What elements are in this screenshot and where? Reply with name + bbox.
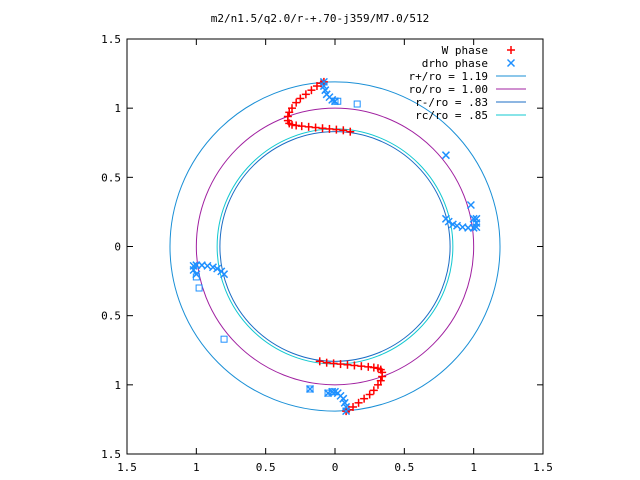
square-point [220, 335, 228, 343]
w-phase-point [369, 386, 378, 395]
w-phase-point [378, 372, 387, 381]
w-phase-point [349, 402, 358, 411]
w-phase-point [292, 98, 301, 107]
legend-label: W phase [442, 44, 488, 57]
circle-roro [195, 107, 475, 386]
w-phase-point [315, 357, 324, 366]
drho-phase-point [189, 265, 198, 275]
w-phase-point [346, 127, 355, 136]
y-tick-label: 0.5 [101, 310, 121, 323]
circle-r+ro [169, 81, 501, 412]
square-point [353, 100, 361, 108]
drho-phase-point [192, 261, 201, 270]
w-phase-point [376, 376, 385, 385]
x-tick-label: 0.5 [394, 461, 414, 474]
square-point [334, 97, 342, 105]
x-tick-label: 1.5 [117, 461, 137, 474]
drho-phase-point [328, 387, 337, 396]
square-point [306, 385, 314, 393]
y-tick-label: 1 [114, 379, 121, 392]
w-phase-point [354, 398, 363, 407]
w-phase-point [343, 360, 352, 369]
w-phase-point [339, 126, 348, 135]
w-phase-point [350, 361, 359, 370]
x-tick-label: 1 [470, 461, 477, 474]
x-tick-label: 0.5 [256, 461, 276, 474]
legend-marker-x [506, 58, 516, 68]
legend-label: drho phase [422, 57, 488, 70]
drho-phase-point [444, 217, 453, 226]
chart-title: m2/n1.5/q2.0/r-+.70-j359/M7.0/512 [211, 12, 430, 25]
w-phase-point [304, 122, 313, 131]
x-tick-label: 1 [193, 461, 200, 474]
w-phase-point [285, 108, 294, 117]
square-point [195, 284, 203, 292]
x-tick-label: 1.5 [533, 461, 553, 474]
w-phase-point [318, 124, 327, 133]
drho-phase-point [469, 214, 478, 223]
x-tick-label: 0 [332, 461, 339, 474]
circle-r-ro [219, 131, 451, 362]
w-phase-point [325, 124, 334, 133]
circle-rcro [216, 128, 454, 365]
w-phase-point [336, 360, 345, 369]
legend-label: ro/ro = 1.00 [409, 83, 488, 96]
axis-ticks: 1.5 1 0.5 0 0.5 1 1.51.510.500.511.5 [101, 33, 553, 474]
w-phase-point [312, 82, 321, 91]
drho-phase-point [466, 200, 475, 210]
drho-phase-point [469, 223, 478, 232]
w-phase-point [360, 394, 369, 403]
drho-phase-point [217, 267, 226, 276]
drho-phase-point [472, 214, 481, 223]
legend-label: r+/ro = 1.19 [409, 70, 488, 83]
drho-phase-point [306, 384, 315, 394]
legend-marker-plus [507, 46, 515, 54]
w-phase-point [296, 94, 305, 103]
w-phase-point [307, 86, 316, 95]
w-phase-point [283, 112, 292, 121]
drho-phase-point [441, 151, 450, 160]
legend-label: rc/ro = .85 [415, 109, 488, 122]
w-phase-point [322, 358, 331, 367]
w-phase-point [288, 104, 297, 113]
y-tick-label: 0.5 [101, 171, 121, 184]
w-phase-point [373, 380, 382, 389]
y-tick-label: 1 [114, 102, 121, 115]
y-tick-label: 0 [114, 241, 121, 254]
w-phase-point [329, 359, 338, 368]
w-phase-point [365, 390, 374, 399]
w-phase-point [311, 123, 320, 132]
w-phase-point [301, 90, 310, 99]
y-tick-label: 1.5 [101, 448, 121, 461]
w-phase-point [357, 362, 366, 371]
square-point [192, 273, 200, 281]
radius-circles [169, 81, 501, 412]
data-markers [189, 77, 481, 416]
square-point [328, 388, 336, 396]
y-tick-label: 1.5 [101, 33, 121, 46]
legend-label: r-/ro = .83 [415, 96, 488, 109]
square-point [324, 389, 332, 397]
w-phase-point [332, 125, 341, 134]
